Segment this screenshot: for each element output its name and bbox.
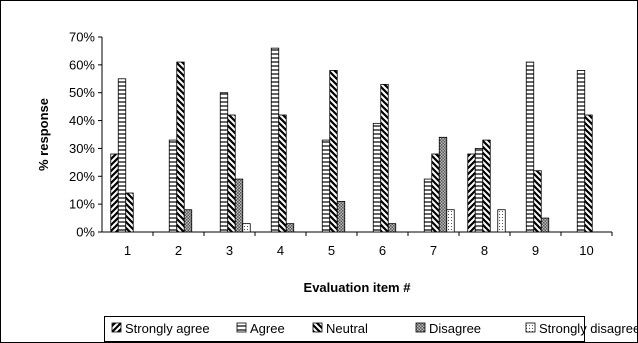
- bar-strongly-agree-item-8: [467, 153, 476, 233]
- bar-strongly-disagree-item-7: [446, 209, 455, 233]
- bar-agree-item-10: [576, 70, 586, 233]
- bar-disagree-item-2: [183, 209, 193, 233]
- x-tick-label: 9: [532, 243, 539, 258]
- legend-label: Agree: [250, 321, 285, 336]
- bar-neutral-item-8: [482, 139, 491, 233]
- x-tick-label: 2: [175, 243, 182, 258]
- legend-label: Neutral: [326, 321, 368, 336]
- bar-disagree-item-7: [438, 136, 448, 233]
- bar-neutral-item-5: [329, 70, 338, 233]
- bar-strongly-disagree-item-3: [242, 223, 251, 233]
- y-tick-label: 20%: [69, 169, 95, 184]
- legend-swatch: [525, 322, 536, 333]
- y-tick-label: 30%: [69, 141, 95, 156]
- bar-agree-item-8: [474, 148, 484, 233]
- x-tick-label: 4: [277, 243, 284, 258]
- y-tick-label: 0%: [76, 225, 95, 240]
- bar-agree-item-6: [372, 122, 382, 233]
- bar-agree-item-4: [270, 47, 280, 233]
- bar-neutral-item-4: [278, 114, 287, 233]
- bar-agree-item-7: [423, 178, 433, 233]
- bar-neutral-item-1: [125, 192, 134, 233]
- bar-disagree-item-6: [387, 223, 397, 233]
- bar-disagree-item-3: [234, 178, 244, 233]
- legend-swatch: [312, 322, 323, 333]
- bar-disagree-item-9: [540, 217, 550, 233]
- legend: Strongly agree Agree Neutral Disagree Strong…: [111, 321, 638, 336]
- y-tick-label: 40%: [69, 113, 95, 128]
- bar-agree-item-5: [321, 139, 331, 233]
- x-tick-label: 7: [430, 243, 437, 258]
- y-axis-ticks: 0% 10% 20% 30% 40% 50% 60% 70%: [69, 30, 102, 240]
- x-tick-label: 8: [481, 243, 488, 258]
- bar-strongly-agree-item-1: [110, 153, 119, 233]
- legend-swatch: [236, 322, 247, 333]
- bar-neutral-item-2: [176, 61, 185, 233]
- y-tick-label: 50%: [69, 85, 95, 100]
- x-tick-label: 5: [328, 243, 335, 258]
- legend-label: Strongly agree: [125, 321, 210, 336]
- bar-neutral-item-3: [227, 114, 236, 233]
- bar-agree-item-3: [219, 92, 229, 233]
- x-tick-label: 1: [124, 243, 131, 258]
- bar-strongly-disagree-item-8: [497, 209, 506, 233]
- bar-agree-item-2: [168, 139, 178, 233]
- legend-swatch: [111, 322, 122, 333]
- x-tick-label: 10: [579, 243, 593, 258]
- y-tick-label: 10%: [69, 197, 95, 212]
- bar-agree-item-1: [117, 78, 127, 233]
- y-axis-title: % response: [36, 98, 51, 171]
- bar-disagree-item-5: [336, 200, 346, 233]
- bar-neutral-item-10: [584, 114, 593, 233]
- bar-agree-item-9: [525, 61, 535, 233]
- legend-label: Disagree: [429, 321, 481, 336]
- bars: [110, 47, 593, 233]
- legend-swatch: [415, 322, 426, 333]
- y-tick-label: 70%: [69, 30, 95, 45]
- x-tick-label: 6: [379, 243, 386, 258]
- bar-neutral-item-7: [431, 153, 440, 233]
- legend-box: [104, 316, 585, 342]
- bar-neutral-item-6: [380, 83, 389, 233]
- bar-disagree-item-4: [285, 223, 295, 233]
- x-tick-label: 3: [226, 243, 233, 258]
- y-tick-label: 60%: [69, 57, 95, 72]
- bar-neutral-item-9: [533, 170, 542, 233]
- legend-label: Strongly disagree: [539, 321, 638, 336]
- x-axis-ticks: 1 2 3 4 5 6 7 8 9 10: [124, 232, 613, 258]
- x-axis-title: Evaluation item #: [304, 280, 412, 295]
